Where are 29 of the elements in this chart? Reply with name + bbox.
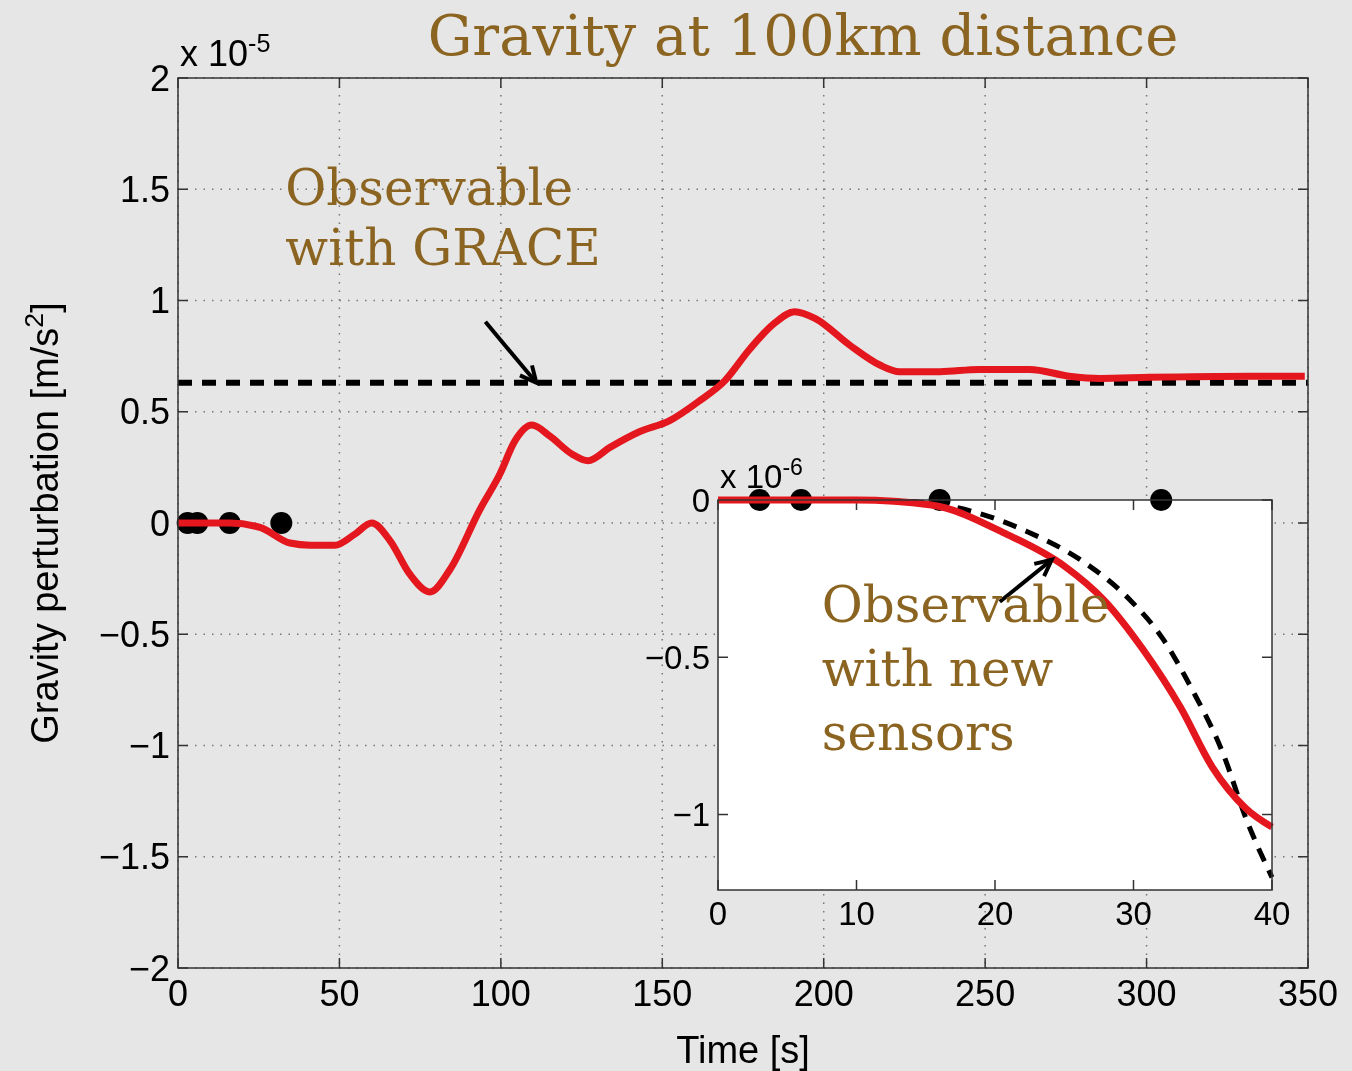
y-tick-label: −1.5	[98, 836, 170, 878]
x-axis-title: Time [s]	[676, 1029, 810, 1071]
x-tick-label: 150	[632, 973, 693, 1014]
annotation: x 10$^{-6}$	[720, 454, 803, 495]
y-tick-label: 2	[149, 57, 170, 99]
x-tick-label: 10	[838, 895, 875, 932]
x-tick-label: 50	[319, 973, 360, 1014]
y-tick-label: 1	[149, 280, 170, 322]
x-tick-label: 200	[793, 973, 854, 1014]
y-tick-label: −2	[128, 947, 170, 989]
x-tick-label: 40	[1253, 895, 1291, 932]
annotation: Observable with GRACE	[285, 158, 601, 277]
text: x 10$^{-5}$	[180, 29, 271, 74]
x-tick-label: 300	[1116, 973, 1177, 1014]
y-tick-label: 0	[149, 502, 170, 544]
y-tick-label: −1	[672, 796, 710, 834]
y-tick-label: −0.5	[644, 638, 710, 676]
y-tick-label: 0.5	[119, 391, 170, 433]
y-tick-label: 0	[691, 481, 710, 519]
y-tick-label: 1.5	[119, 168, 170, 210]
x-tick-label: 100	[470, 973, 531, 1014]
chart-title: Gravity at 100km distance	[427, 3, 1179, 68]
x-tick-label: 350	[1277, 973, 1339, 1014]
y-tick-label: −0.5	[98, 613, 170, 655]
annotation: Observable with new sensors	[821, 575, 1110, 762]
x-tick-label: 20	[976, 895, 1014, 932]
x-tick-label: 30	[1115, 895, 1152, 932]
y-tick-label: −1	[128, 725, 170, 767]
x-tick-label: 250	[955, 973, 1016, 1014]
